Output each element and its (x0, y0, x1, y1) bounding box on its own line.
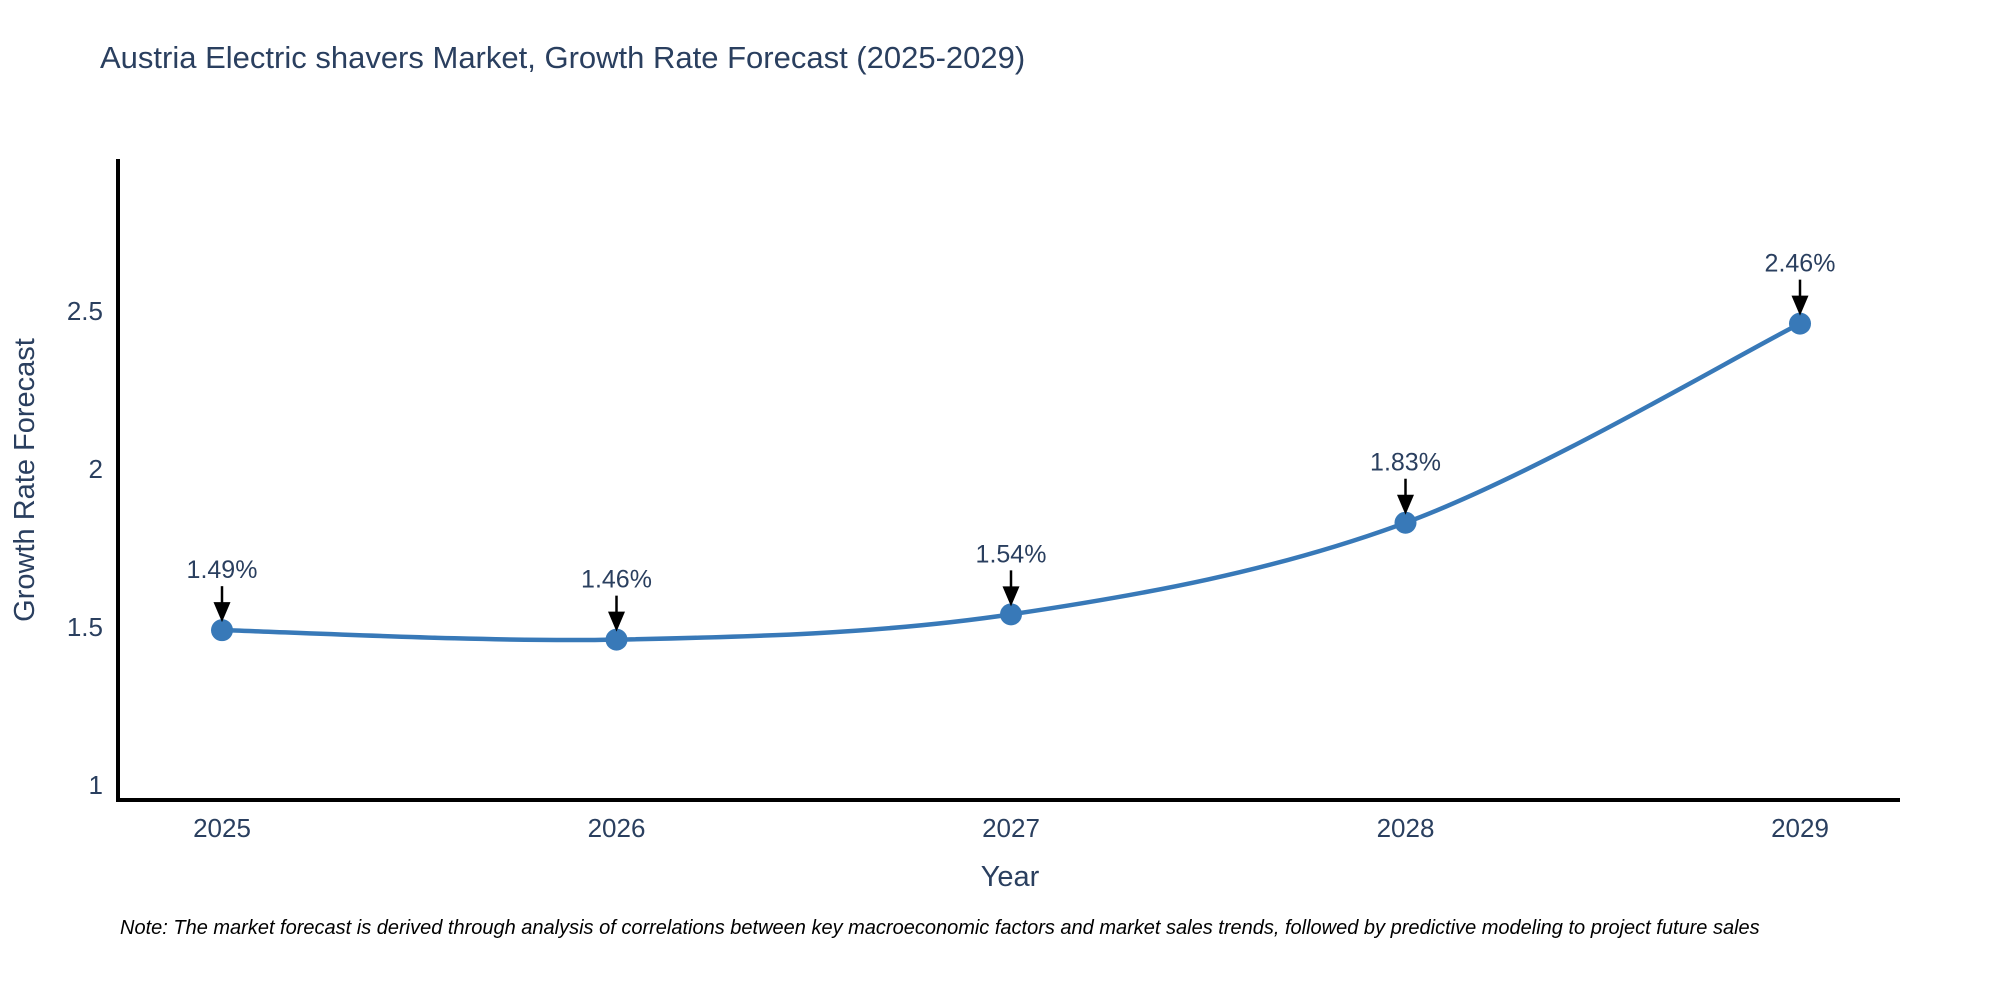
x-tick-label: 2029 (1771, 813, 1829, 843)
annotation-arrow-head (1002, 586, 1020, 607)
data-point-marker (605, 628, 628, 651)
x-tick-label: 2026 (588, 813, 646, 843)
chart-title: Austria Electric shavers Market, Growth … (100, 40, 1026, 75)
footnote: Note: The market forecast is derived thr… (120, 917, 1760, 939)
point-annotation-label: 1.49% (187, 556, 258, 584)
annotation-arrow-head (1791, 295, 1809, 316)
y-axis-title: Growth Rate Forecast (9, 338, 41, 622)
point-annotation-label: 1.54% (976, 540, 1047, 568)
annotation-arrow-head (213, 602, 231, 623)
y-tick-label: 2.5 (67, 296, 103, 326)
axis-spines (116, 159, 1900, 802)
point-annotation-label: 2.46% (1765, 250, 1836, 278)
x-axis-title: Year (981, 861, 1040, 893)
point-annotation-label: 1.83% (1370, 449, 1441, 477)
annotation-arrow-head (1397, 494, 1414, 515)
data-point-marker (1000, 603, 1022, 626)
y-tick-label: 2 (89, 454, 103, 484)
data-point-marker (1789, 312, 1811, 335)
point-annotation-label: 1.46% (581, 566, 652, 594)
annotation-arrow-head (608, 611, 625, 632)
x-tick-label: 2025 (193, 813, 251, 843)
data-point-marker (1394, 511, 1417, 534)
data-point-marker (211, 619, 233, 642)
y-tick-label: 1.5 (67, 612, 103, 642)
y-tick-label: 1 (89, 770, 103, 800)
x-tick-label: 2028 (1377, 813, 1435, 843)
x-tick-label: 2027 (982, 813, 1040, 843)
